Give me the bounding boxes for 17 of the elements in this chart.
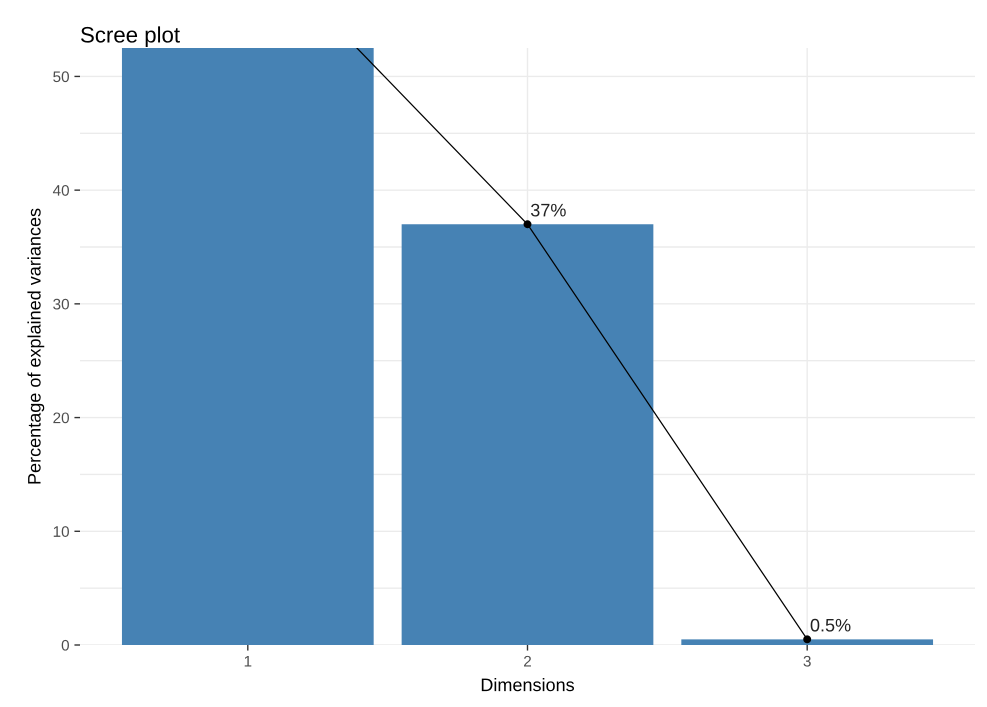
y-tick-label: 0 [62,640,69,651]
y-tick-label: 10 [54,526,69,537]
data-label: 0.5% [810,618,850,632]
chart-title: Scree plot [81,26,180,48]
y-tick-label: 30 [53,298,69,310]
x-tick-label: 1 [244,656,252,666]
y-tick-label: 50 [53,71,69,82]
data-label: 37% [530,204,566,217]
x-tick-label: 3 [804,656,811,667]
bar [681,639,934,645]
x-axis-title: Dimensions [482,678,574,692]
bar [402,224,654,645]
y-tick-label: 40 [52,185,69,196]
y-axis-title: Percentage of explained variances [27,208,44,484]
x-tick-label: 2 [524,656,531,666]
bar [122,48,374,645]
y-tick-label: 20 [53,412,69,424]
